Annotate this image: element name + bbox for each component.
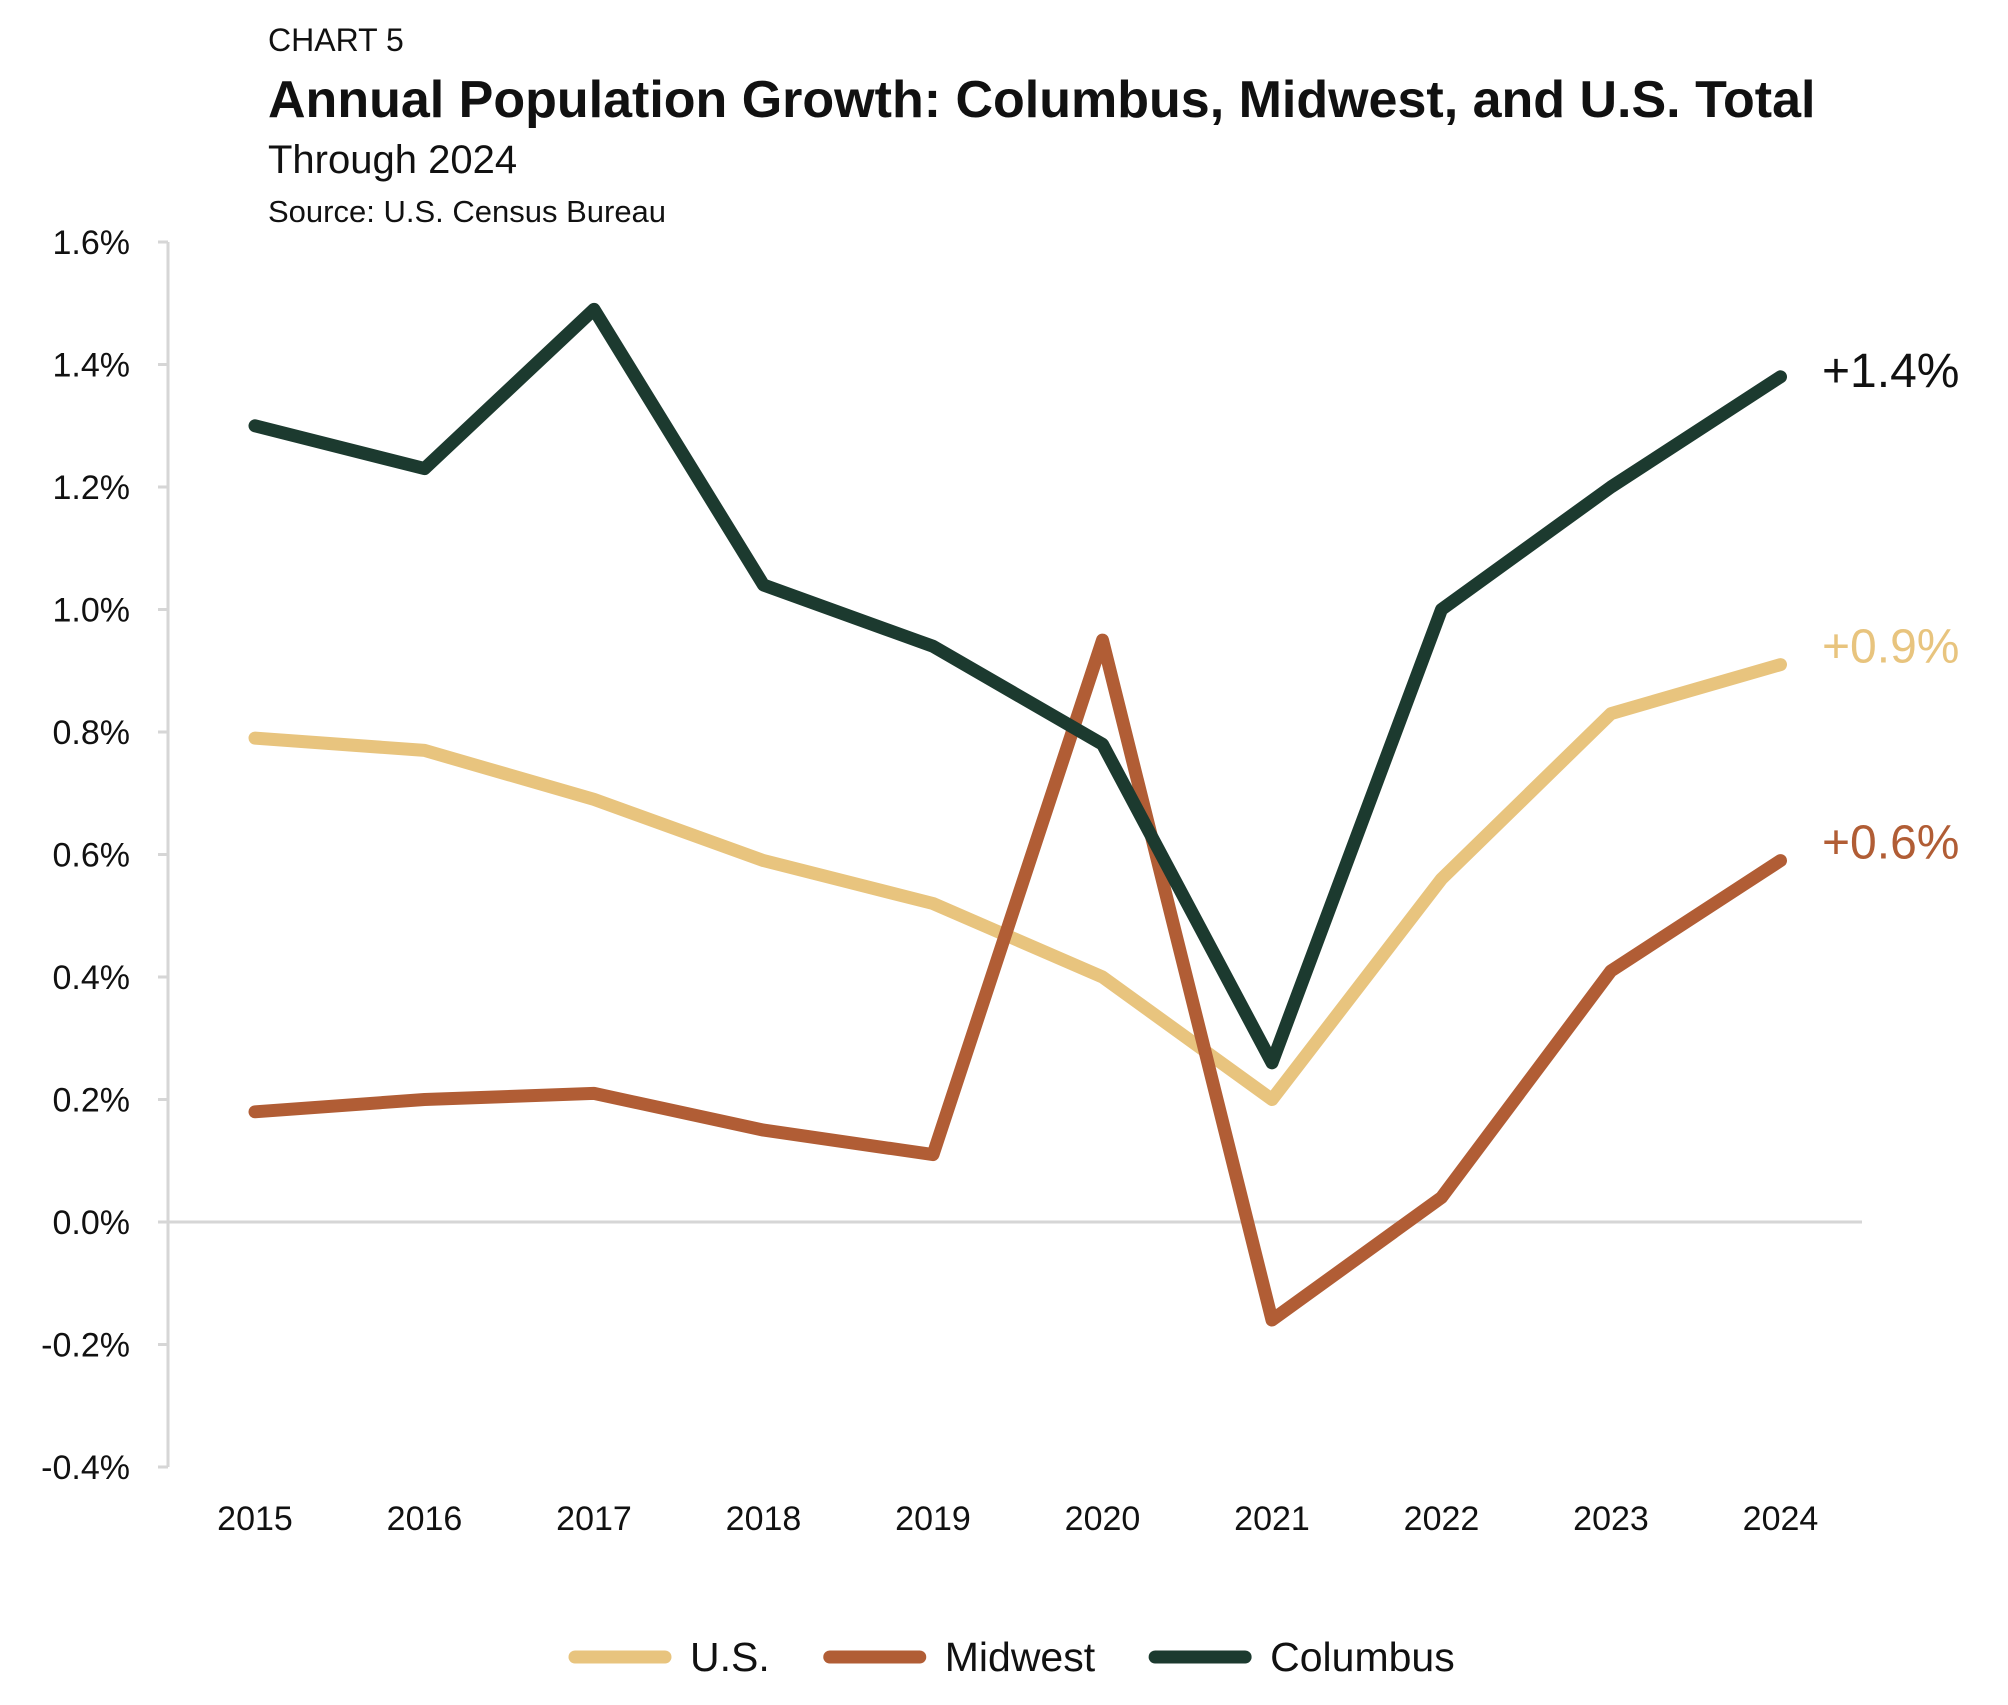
end-label-us: +0.9%: [1822, 621, 1959, 674]
x-tick-label: 2022: [1404, 1500, 1480, 1538]
y-tick-label: 1.2%: [53, 469, 131, 507]
legend-label: U.S.: [690, 1634, 770, 1680]
series-line-midwest: [248, 633, 1787, 1327]
x-tick-label: 2024: [1743, 1500, 1819, 1538]
x-tick-label: 2016: [387, 1500, 463, 1538]
chart-title: Annual Population Growth: Columbus, Midw…: [268, 71, 1816, 129]
y-tick-label: 0.8%: [53, 714, 131, 752]
axes: 1.6% 1.4% 1.2% 1.0% 0.8% 0.6% 0.4% 0.2% 0.0% -0.2…: [41, 224, 1862, 1538]
x-tick-label: 2019: [895, 1500, 971, 1538]
x-tick-label: 2023: [1573, 1500, 1649, 1538]
y-tick-label: 0.4%: [53, 959, 131, 997]
y-tick-label: 0.6%: [53, 837, 131, 875]
x-tick-label: 2018: [726, 1500, 802, 1538]
end-label-midwest: +0.6%: [1822, 817, 1959, 870]
chart-source: Source: U.S. Census Bureau: [268, 194, 667, 229]
legend-label: Midwest: [945, 1634, 1096, 1680]
chart-label: CHART 5: [268, 22, 404, 58]
x-tick-label: 2021: [1234, 1500, 1310, 1538]
y-tick-label: -0.2%: [41, 1327, 130, 1365]
y-tick-label: 0.0%: [53, 1204, 131, 1242]
y-tick-label: 1.6%: [53, 224, 131, 262]
x-tick-label: 2017: [556, 1500, 632, 1538]
x-tick-label: 2015: [217, 1500, 293, 1538]
legend: U.S. Midwest Columbus: [568, 1634, 1455, 1680]
y-tick-label: -0.4%: [41, 1449, 130, 1487]
y-tick-label: 0.2%: [53, 1082, 131, 1120]
series-line-columbus: [248, 302, 1787, 1070]
chart-subtitle: Through 2024: [268, 138, 518, 182]
legend-label: Columbus: [1270, 1634, 1455, 1680]
y-tick-label: 1.4%: [53, 347, 131, 385]
end-label-columbus: +1.4%: [1822, 345, 1959, 398]
y-tick-label: 1.0%: [53, 592, 131, 630]
end-labels: +0.9% +0.6% +1.4%: [1822, 345, 1959, 870]
series-lines: [248, 302, 1787, 1327]
series-line-us: [248, 658, 1787, 1106]
x-tick-label: 2020: [1065, 1500, 1141, 1538]
